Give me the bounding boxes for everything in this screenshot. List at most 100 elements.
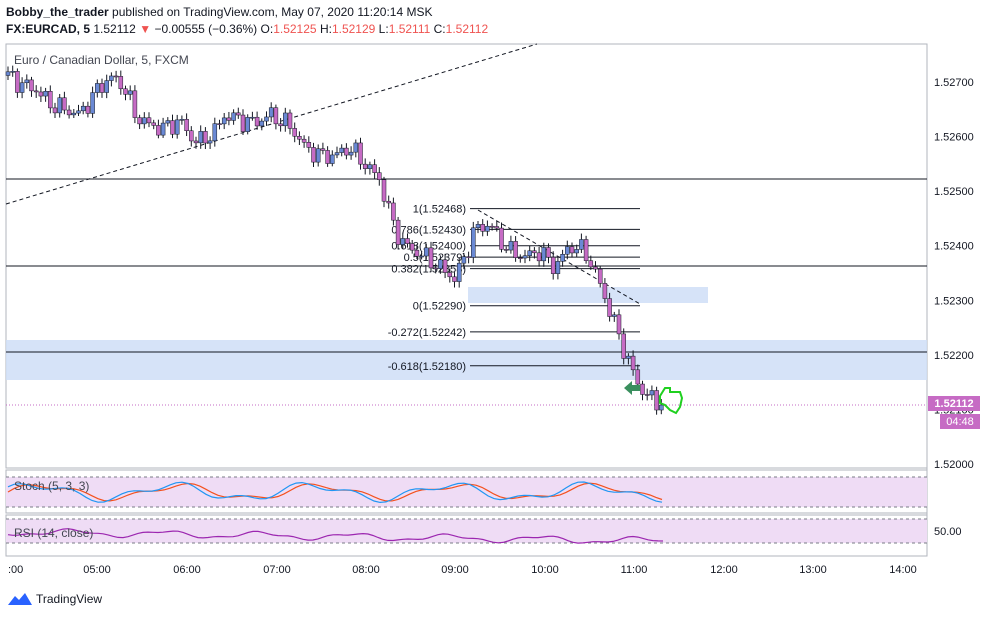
candle-body <box>339 147 344 153</box>
candle-body <box>433 267 438 270</box>
time-axis-label: :00 <box>8 564 23 576</box>
candle-body <box>546 247 551 258</box>
candle-body <box>597 268 603 284</box>
open-value: 1.52125 <box>273 22 317 36</box>
candle-body <box>95 83 100 93</box>
price-axis-label: 1.52700 <box>934 77 974 89</box>
publish-info: Bobby_the_trader published on TradingVie… <box>6 5 432 19</box>
candle-body <box>184 119 189 131</box>
candle-body <box>19 82 25 93</box>
candle-body <box>292 128 297 137</box>
candle-body <box>607 298 612 317</box>
fib-retracement[interactable]: 1(1.52468)0.786(1.52430)0.618(1.52400)0.… <box>388 204 640 373</box>
stoch-title: Stoch (5, 3, 3) <box>14 479 90 493</box>
candle-body <box>527 250 532 256</box>
price-axis-label: 1.52600 <box>934 132 974 144</box>
candle-body <box>428 247 434 269</box>
candle-body <box>536 252 542 262</box>
thumb-down-icon[interactable] <box>659 387 684 415</box>
candle-body <box>503 249 509 251</box>
candle-body <box>414 249 420 257</box>
candle-body <box>405 238 410 244</box>
candle-body <box>381 179 387 202</box>
rsi-band <box>6 519 927 543</box>
candle-body <box>156 125 161 136</box>
candle-body <box>325 150 330 164</box>
candle-body <box>127 90 133 95</box>
candle-body <box>43 91 48 97</box>
last-price: 1.52112 <box>93 22 136 36</box>
candle-body <box>583 239 589 261</box>
candle-body <box>5 71 11 76</box>
candle-body <box>315 148 321 163</box>
candle-body <box>71 112 77 116</box>
candle-body <box>541 247 547 262</box>
candle-body <box>207 140 213 144</box>
main-pane[interactable] <box>5 43 928 469</box>
time-axis-label: 13:00 <box>799 564 827 576</box>
candle-body <box>424 247 429 257</box>
candle-body <box>334 152 340 156</box>
candle-body <box>174 119 180 135</box>
candle-body <box>555 261 561 274</box>
candle-body <box>320 148 326 151</box>
candle-body <box>358 142 363 165</box>
candle-body <box>57 97 62 114</box>
candle-body <box>306 142 312 148</box>
support-zone[interactable] <box>6 340 927 380</box>
candle-body <box>489 225 495 228</box>
candle-body <box>99 83 105 93</box>
rsi-axis-label: 50.00 <box>934 526 962 538</box>
candle-body <box>268 107 274 118</box>
candle-body <box>80 105 86 112</box>
candle-body <box>151 122 156 126</box>
candle-body <box>640 383 645 395</box>
candle-body <box>15 71 20 93</box>
candle-body <box>419 255 424 258</box>
rsi-line <box>7 528 664 544</box>
candle-body <box>10 71 15 73</box>
time-axis-label: 08:00 <box>352 564 380 576</box>
resistance-zone[interactable] <box>468 287 708 303</box>
trend-line[interactable] <box>5 43 538 205</box>
fib-level-label: 0(1.52290) <box>413 301 466 313</box>
candle-body <box>273 107 279 125</box>
countdown-text: 04:48 <box>946 416 974 428</box>
candle-body <box>160 122 166 136</box>
candle-body <box>146 117 152 124</box>
price-axis[interactable]: 1.52700 1.52600 1.52500 1.52400 1.52300 1.522… <box>934 77 974 471</box>
main-pane-title: Euro / Canadian Dollar, 5, FXCM <box>14 53 189 67</box>
tradingview-brand[interactable]: TradingView <box>8 592 102 606</box>
candle-body <box>66 109 72 116</box>
time-axis-label: 05:00 <box>83 564 111 576</box>
author-name[interactable]: Bobby_the_trader <box>6 5 109 19</box>
candlesticks <box>5 65 664 415</box>
fib-level-label: -0.272(1.52242) <box>388 327 466 339</box>
candle-body <box>245 117 250 132</box>
candle-body <box>475 224 481 229</box>
arrow-icon[interactable] <box>624 381 640 395</box>
high-value: 1.52129 <box>331 22 376 36</box>
time-axis-label: 10:00 <box>531 564 559 576</box>
candle-body <box>461 256 467 264</box>
candle-body <box>612 314 617 317</box>
candle-body <box>391 202 396 221</box>
candle-body <box>452 276 457 282</box>
time-axis-label: 06:00 <box>173 564 201 576</box>
rsi-title: RSI (14, close) <box>14 526 94 540</box>
fib-level-label: -0.618(1.52180) <box>388 361 466 373</box>
price-axis-label: 1.52200 <box>934 350 974 362</box>
time-axis[interactable]: :00 05:00 06:00 07:00 08:00 09:00 10:00 11:00 12… <box>8 564 917 576</box>
candle-body <box>264 116 269 122</box>
candle-body <box>367 164 373 169</box>
candle-body <box>513 241 518 258</box>
candle-body <box>52 107 58 114</box>
stoch-band <box>6 477 927 507</box>
candle-body <box>635 369 641 385</box>
candle-body <box>616 314 622 335</box>
stoch-d-line <box>7 482 663 502</box>
time-axis-label: 12:00 <box>710 564 738 576</box>
candle-body <box>560 254 565 262</box>
candle-body <box>113 75 119 78</box>
